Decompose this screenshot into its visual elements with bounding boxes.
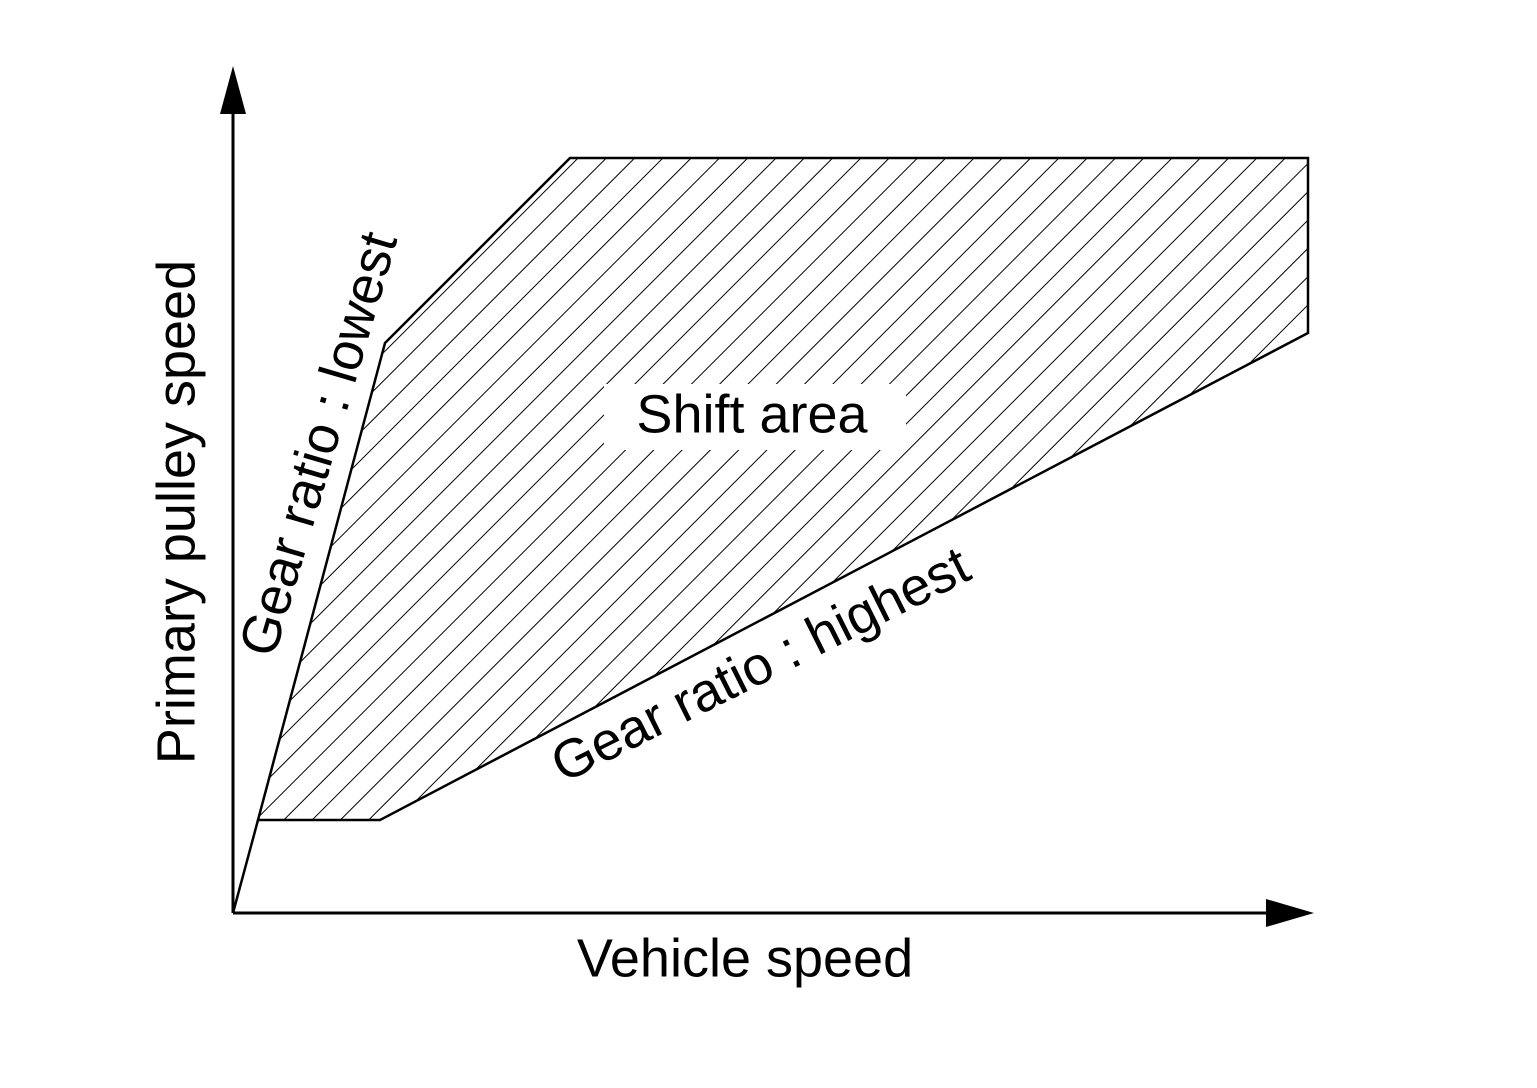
shift-area-region	[256, 156, 1310, 822]
label-background	[604, 384, 906, 450]
y-axis-arrow	[220, 66, 246, 114]
y-axis-label: Primary pulley speed	[146, 260, 206, 764]
x-axis-label: Vehicle speed	[577, 928, 913, 988]
low-start-line	[231, 819, 260, 914]
region-label: Shift area	[636, 384, 868, 444]
x-axis-arrow	[1266, 899, 1314, 927]
